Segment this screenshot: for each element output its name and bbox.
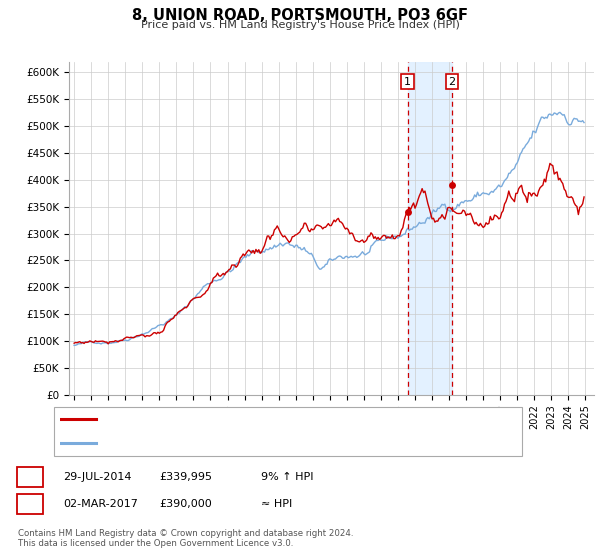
Text: Price paid vs. HM Land Registry's House Price Index (HPI): Price paid vs. HM Land Registry's House … [140,20,460,30]
Text: 1: 1 [26,470,34,484]
Text: 29-JUL-2014: 29-JUL-2014 [63,472,131,482]
Text: 2: 2 [448,77,455,87]
Text: 8, UNION ROAD, PORTSMOUTH, PO3 6GF (detached house): 8, UNION ROAD, PORTSMOUTH, PO3 6GF (deta… [105,413,412,423]
Text: £390,000: £390,000 [159,499,212,509]
Text: ≈ HPI: ≈ HPI [261,499,292,509]
Text: 9% ↑ HPI: 9% ↑ HPI [261,472,314,482]
Text: HPI: Average price, detached house, Portsmouth: HPI: Average price, detached house, Port… [105,437,358,447]
Text: Contains HM Land Registry data © Crown copyright and database right 2024.: Contains HM Land Registry data © Crown c… [18,529,353,538]
Text: 2: 2 [26,497,34,511]
Text: 1: 1 [404,77,411,87]
Text: £339,995: £339,995 [159,472,212,482]
Text: 8, UNION ROAD, PORTSMOUTH, PO3 6GF: 8, UNION ROAD, PORTSMOUTH, PO3 6GF [132,8,468,24]
Text: 02-MAR-2017: 02-MAR-2017 [63,499,138,509]
Text: This data is licensed under the Open Government Licence v3.0.: This data is licensed under the Open Gov… [18,539,293,548]
Bar [407,62,452,395]
